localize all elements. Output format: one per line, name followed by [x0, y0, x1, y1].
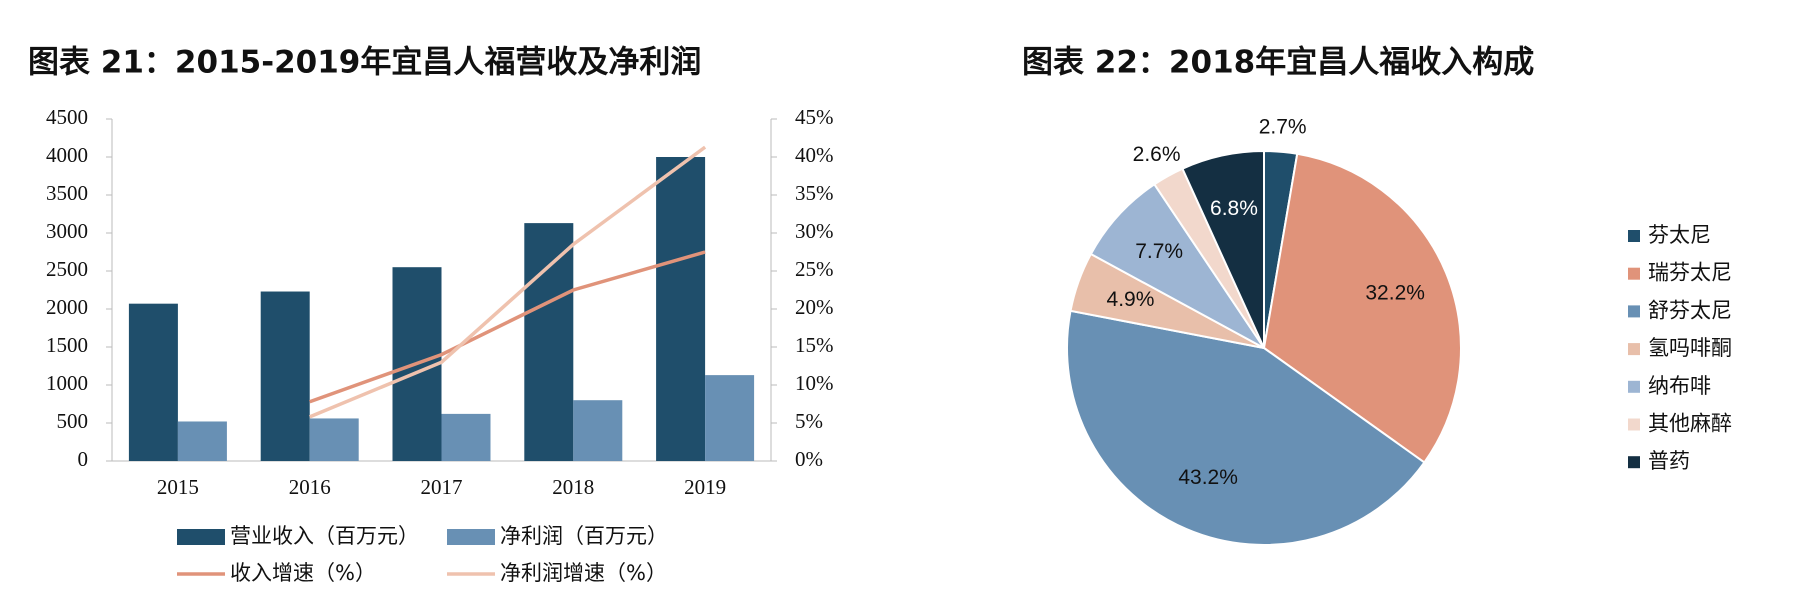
y2-tick-label: 10% [795, 371, 834, 395]
y-tick-label: 2000 [46, 295, 88, 319]
legend-swatch [1628, 230, 1640, 242]
y2-tick-label: 40% [795, 143, 834, 167]
y-tick-label: 500 [57, 409, 89, 433]
legend-swatch [1628, 343, 1640, 356]
y-tick-label: 4500 [46, 105, 88, 129]
data-label: 4.9% [1107, 288, 1155, 311]
x-tick-label: 2018 [552, 475, 594, 499]
y-tick-label: 3000 [46, 219, 88, 243]
legend-swatch [1628, 380, 1640, 393]
y-tick-label: 2500 [46, 257, 88, 281]
y-tick-label: 3500 [46, 181, 88, 205]
pie-slice [1089, 182, 1265, 349]
pie-slice [1066, 309, 1426, 546]
bar [441, 413, 491, 461]
legend-label: 收入增速（%） [230, 561, 376, 585]
legend-swatch [447, 529, 495, 545]
y2-tick-label: 20% [795, 295, 834, 319]
y2-tick-label: 35% [795, 181, 834, 205]
x-tick-label: 2019 [684, 475, 726, 499]
data-label: 43.2% [1178, 466, 1238, 489]
y-tick-label: 1000 [46, 371, 88, 395]
legend-label: 瑞芬太尼 [1648, 261, 1732, 285]
legend-label: 其他麻醉 [1648, 412, 1732, 436]
x-tick-label: 2016 [289, 475, 331, 499]
bar [524, 223, 574, 461]
pie-slice [1262, 152, 1462, 464]
bar [573, 400, 623, 461]
bar [309, 418, 359, 461]
y2-tick-label: 15% [795, 333, 834, 357]
legend-swatch [1628, 456, 1640, 469]
legend-label: 纳布啡 [1648, 374, 1711, 398]
legend-label: 净利润（百万元） [500, 524, 668, 548]
bar [260, 291, 310, 461]
y2-tick-label: 45% [795, 105, 834, 129]
legend-swatch [177, 529, 225, 545]
y-tick-label: 0 [78, 447, 89, 471]
legend-label: 净利润增速（%） [500, 561, 667, 585]
x-tick-label: 2015 [157, 475, 199, 499]
legend-swatch [1628, 305, 1640, 318]
line [309, 250, 706, 404]
data-label: 7.7% [1135, 240, 1183, 263]
y2-tick-label: 30% [795, 219, 834, 243]
data-label: 32.2% [1365, 282, 1425, 305]
y2-tick-label: 25% [795, 257, 834, 281]
x-tick-label: 2017 [421, 475, 463, 499]
bar [177, 421, 227, 461]
y2-tick-label: 5% [795, 409, 823, 433]
legend-label: 氢吗啡酮 [1648, 336, 1732, 360]
data-label: 2.6% [1133, 143, 1181, 166]
bar [705, 375, 755, 461]
y2-tick-label: 0% [795, 447, 823, 471]
legend-label: 芬太尼 [1648, 223, 1711, 247]
chart-title: 图表 22：2018年宜昌人福收入构成 [1022, 45, 1534, 81]
y-tick-label: 4000 [46, 143, 88, 167]
pie-slice [1181, 149, 1265, 349]
chart-title: 图表 21：2015-2019年宜昌人福营收及净利润 [28, 45, 701, 81]
legend-label: 普药 [1648, 449, 1690, 473]
data-label: 6.8% [1210, 197, 1258, 220]
legend-swatch [1628, 418, 1640, 431]
data-label: 2.7% [1259, 116, 1307, 139]
bar [128, 303, 178, 461]
bar [656, 157, 706, 461]
legend-label: 舒芬太尼 [1648, 298, 1732, 322]
legend-label: 营业收入（百万元） [230, 524, 419, 548]
legend-swatch [1628, 267, 1640, 280]
y-tick-label: 1500 [46, 333, 88, 357]
line [309, 145, 707, 419]
